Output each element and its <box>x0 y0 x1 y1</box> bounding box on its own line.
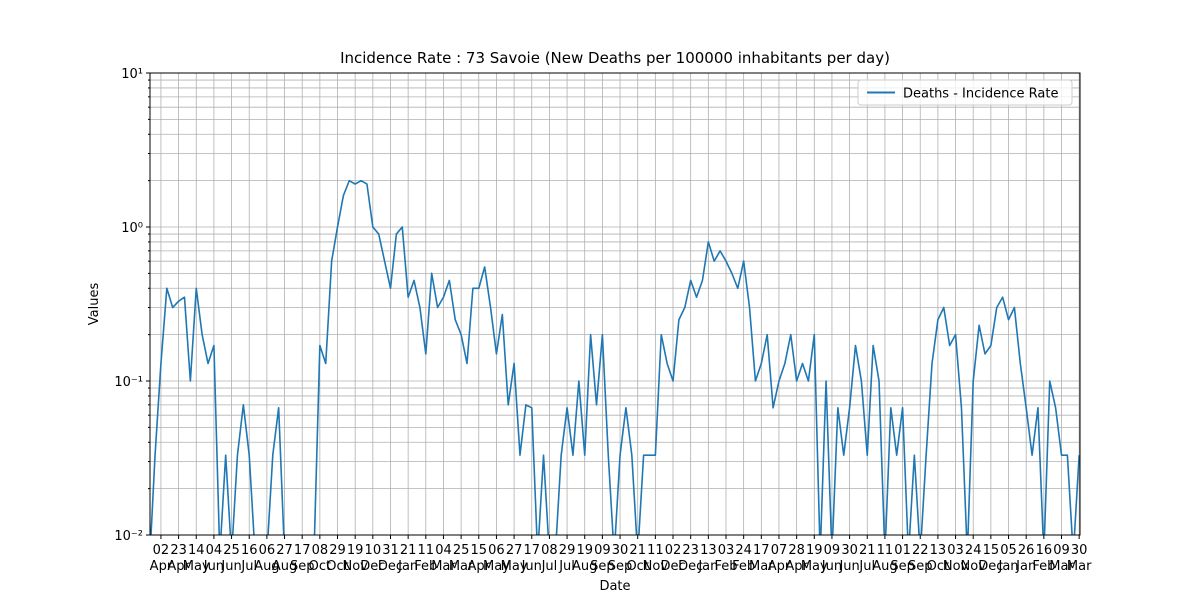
x-tick-label: 21 Oct <box>626 543 648 574</box>
x-tick-label: 11 Nov <box>643 543 669 574</box>
plot-area <box>150 179 1080 535</box>
x-tick-label: 17 Sep <box>290 543 315 574</box>
x-tick-label: 21 Jan <box>397 543 418 574</box>
grid <box>150 72 1080 536</box>
x-tick-label: 23 Dec <box>678 543 703 574</box>
x-tick-label: 29 Jul <box>558 543 575 574</box>
x-tick-label: 07 Apr <box>768 543 791 574</box>
x-tick-label: 23 Apr <box>167 543 190 574</box>
y-tick-label: 10⁰ <box>121 221 143 236</box>
data-line <box>150 179 1080 535</box>
x-tick-label: 13 Oct <box>927 543 949 574</box>
x-tick-label: 09 Mar <box>1049 543 1074 574</box>
x-tick-label: 15 Dec <box>978 543 1003 574</box>
legend-box <box>857 79 1073 106</box>
x-tick-label: 19 Nov <box>342 543 368 574</box>
x-tick-label: 28 Apr <box>785 543 808 574</box>
x-tick-label: 10 Dec <box>360 543 385 574</box>
x-tick-label: 26 Jan <box>1015 543 1036 574</box>
y-axis-label: Values <box>87 283 102 326</box>
x-tick-label: 27 Aug <box>272 543 297 574</box>
x-tick-label: 21 Jul <box>858 543 875 574</box>
x-tick-label: 19 May <box>801 543 828 574</box>
y-tick-label: 10⁻² <box>114 529 143 544</box>
x-tick-label: 14 May <box>183 543 210 574</box>
x-tick-label: 22 Sep <box>908 543 933 574</box>
x-tick-label: 01 Sep <box>890 543 915 574</box>
x-tick-label: 24 Feb <box>732 543 755 574</box>
y-tick-label: 10⁻¹ <box>114 375 143 390</box>
x-tick-label: 27 May <box>501 543 528 574</box>
x-tick-label: 03 Feb <box>714 543 737 574</box>
x-tick-label: 30 Mar <box>1067 543 1092 574</box>
x-tick-label: 11 Aug <box>872 543 897 574</box>
x-tick-label: 08 Jul <box>541 543 558 574</box>
x-tick-label: 02 Apr <box>150 543 173 574</box>
x-tick-label: 25 Mar <box>449 543 474 574</box>
x-tick-label: 25 Jun <box>220 543 241 574</box>
axes-frame <box>149 72 1081 536</box>
x-tick-label: 02 Dec <box>660 543 685 574</box>
chart-title: Incidence Rate : 73 Savoie (New Deaths p… <box>340 49 890 67</box>
x-tick-label: 30 Sep <box>608 543 633 574</box>
x-axis-label: Date <box>599 579 630 594</box>
x-tick-label: 15 Apr <box>468 543 491 574</box>
x-tick-label: 08 Oct <box>309 543 331 574</box>
x-tick-label: 09 Jun <box>821 543 842 574</box>
x-tick-label: 17 Jun <box>521 543 542 574</box>
x-tick-label: 17 Mar <box>749 543 774 574</box>
x-tick-label: 16 Jul <box>240 543 257 574</box>
x-tick-label: 30 Jun <box>838 543 859 574</box>
x-tick-label: 04 Jun <box>203 543 224 574</box>
x-tick-label: 03 Nov <box>943 543 969 574</box>
x-tick-label: 11 Feb <box>414 543 437 574</box>
x-tick-label: 29 Oct <box>326 543 348 574</box>
x-tick-label: 13 Jan <box>697 543 718 574</box>
x-tick-label: 09 Sep <box>590 543 615 574</box>
x-tick-label: 19 Aug <box>572 543 597 574</box>
x-tick-label: 24 Nov <box>961 543 987 574</box>
x-tick-label: 16 Feb <box>1032 543 1055 574</box>
x-tick-label: 06 Aug <box>254 543 279 574</box>
legend-label: Deaths - Incidence Rate <box>903 87 1058 102</box>
x-tick-label: 04 Mar <box>431 543 456 574</box>
x-tick-label: 05 Jan <box>998 543 1019 574</box>
x-tick-label: 31 Dec <box>378 543 403 574</box>
x-tick-label: 06 May <box>483 543 510 574</box>
y-tick-label: 10¹ <box>121 67 143 82</box>
